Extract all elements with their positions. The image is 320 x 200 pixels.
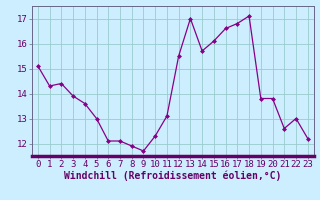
X-axis label: Windchill (Refroidissement éolien,°C): Windchill (Refroidissement éolien,°C) <box>64 171 282 181</box>
